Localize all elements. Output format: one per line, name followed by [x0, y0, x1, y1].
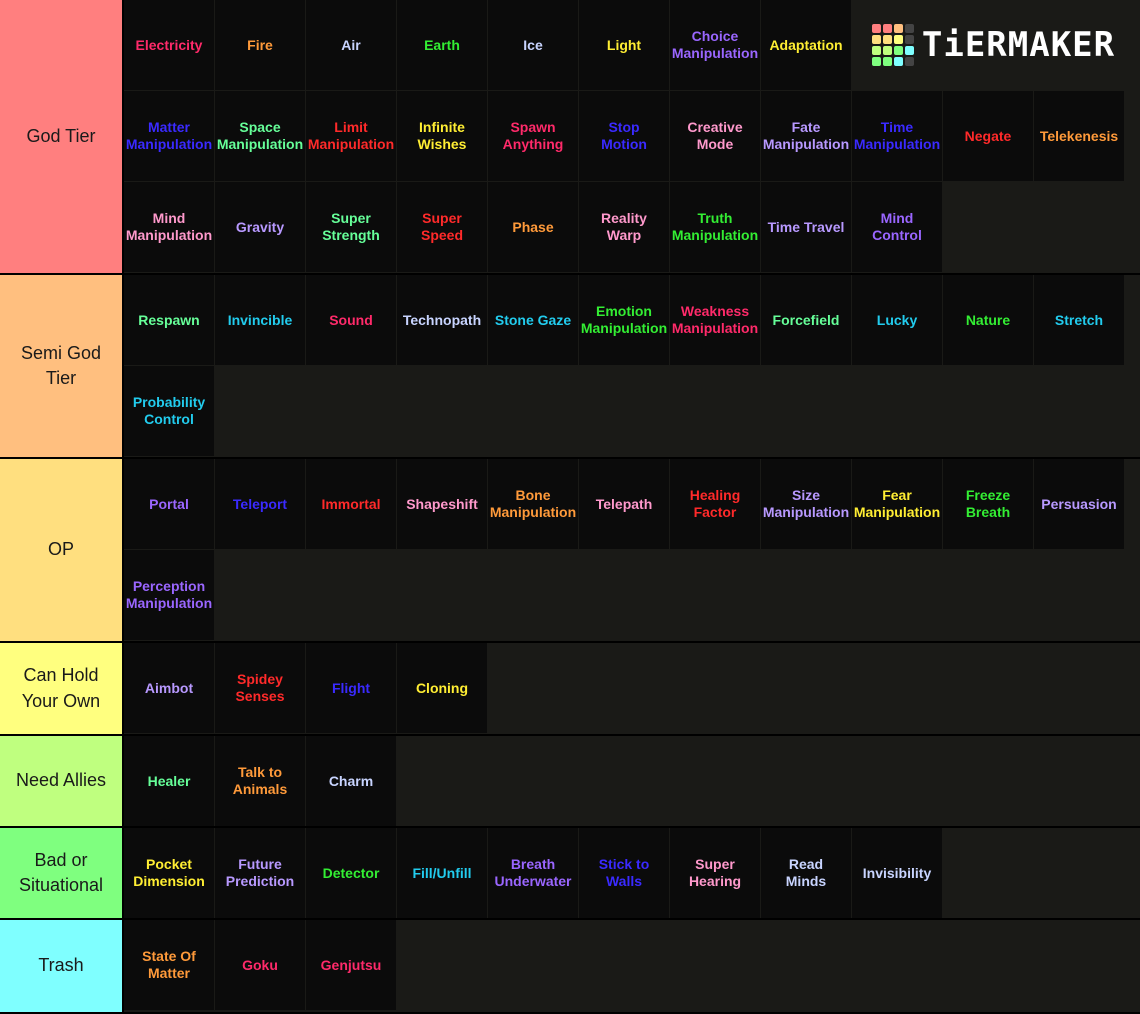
tier-item[interactable]: Invincible: [215, 275, 305, 365]
tier-item[interactable]: Perception Manipulation: [124, 550, 214, 640]
tier-item[interactable]: Technopath: [397, 275, 487, 365]
tier-item[interactable]: Read Minds: [761, 828, 851, 918]
tier-row: Bad or Situational Pocket Dimension Future…: [0, 828, 1140, 920]
tier-item[interactable]: Talk to Animals: [215, 736, 305, 826]
tier-item[interactable]: Freeze Breath: [943, 459, 1033, 549]
tier-item[interactable]: Truth Manipulation: [670, 182, 760, 272]
tier-item[interactable]: Respawn: [124, 275, 214, 365]
tier-item[interactable]: Air: [306, 0, 396, 90]
tier-item[interactable]: Negate: [943, 91, 1033, 181]
tier-label[interactable]: OP: [0, 459, 124, 641]
tier-item[interactable]: Future Prediction: [215, 828, 305, 918]
tier-item[interactable]: Goku: [215, 920, 305, 1010]
tier-item[interactable]: Bone Manipulation: [488, 459, 578, 549]
tier-item[interactable]: Aimbot: [124, 643, 214, 733]
tier-item[interactable]: Ice: [488, 0, 578, 90]
tier-item[interactable]: Gravity: [215, 182, 305, 272]
tier-row: Need Allies Healer Talk to Animals Charm: [0, 736, 1140, 828]
tier-item[interactable]: Stone Gaze: [488, 275, 578, 365]
tier-item[interactable]: Fate Manipulation: [761, 91, 851, 181]
tier-item[interactable]: Detector: [306, 828, 396, 918]
tier-item[interactable]: Emotion Manipulation: [579, 275, 669, 365]
tier-item[interactable]: Sound: [306, 275, 396, 365]
tier-item[interactable]: Breath Underwater: [488, 828, 578, 918]
tier-item[interactable]: Pocket Dimension: [124, 828, 214, 918]
tier-item[interactable]: Persuasion: [1034, 459, 1124, 549]
tier-item[interactable]: Forcefield: [761, 275, 851, 365]
tier-label[interactable]: God Tier: [0, 0, 124, 273]
tier-item[interactable]: Fill/Unfill: [397, 828, 487, 918]
logo-text: TiERMAKER: [921, 25, 1116, 65]
tier-item[interactable]: Healer: [124, 736, 214, 826]
tier-item[interactable]: Fire: [215, 0, 305, 90]
tier-label[interactable]: Trash: [0, 920, 124, 1012]
tier-label[interactable]: Need Allies: [0, 736, 124, 826]
tier-items-container: Healer Talk to Animals Charm: [124, 736, 1140, 826]
tier-item[interactable]: Weakness Manipulation: [670, 275, 760, 365]
tier-item[interactable]: Space Manipulation: [215, 91, 305, 181]
tier-item[interactable]: Spawn Anything: [488, 91, 578, 181]
tier-item[interactable]: Stretch: [1034, 275, 1124, 365]
tier-item[interactable]: Mind Control: [852, 182, 942, 272]
tier-item[interactable]: Size Manipulation: [761, 459, 851, 549]
tier-item[interactable]: Immortal: [306, 459, 396, 549]
tier-item[interactable]: Time Travel: [761, 182, 851, 272]
tier-row: Can Hold Your Own Aimbot Spidey Senses Flig…: [0, 643, 1140, 736]
tier-item[interactable]: Spidey Senses: [215, 643, 305, 733]
tier-items-container: Portal Teleport Immortal Shapeshift Bone Man…: [124, 459, 1140, 641]
tier-row: Semi God Tier Respawn Invincible Sound Techn…: [0, 275, 1140, 459]
tier-item[interactable]: Nature: [943, 275, 1033, 365]
tier-item[interactable]: Mind Manipulation: [124, 182, 214, 272]
tier-item[interactable]: Stick to Walls: [579, 828, 669, 918]
tier-item[interactable]: Cloning: [397, 643, 487, 733]
tier-item[interactable]: Portal: [124, 459, 214, 549]
tier-item[interactable]: Super Strength: [306, 182, 396, 272]
tier-item[interactable]: Telekenesis: [1034, 91, 1124, 181]
tier-item[interactable]: Reality Warp: [579, 182, 669, 272]
tier-label[interactable]: Bad or Situational: [0, 828, 124, 918]
tier-items-container: Aimbot Spidey Senses Flight Cloning: [124, 643, 1140, 734]
tier-item[interactable]: Choice Manipulation: [670, 0, 760, 90]
tier-row: OP Portal Teleport Immortal Shapeshift Bone M…: [0, 459, 1140, 643]
tier-item[interactable]: Flight: [306, 643, 396, 733]
tier-row: God Tier Electricity Fire Air Earth Ice Light C…: [0, 0, 1140, 275]
tier-item[interactable]: Matter Manipulation: [124, 91, 214, 181]
tier-item[interactable]: Invisibility: [852, 828, 942, 918]
tier-item[interactable]: Genjutsu: [306, 920, 396, 1010]
tier-label[interactable]: Can Hold Your Own: [0, 643, 124, 734]
tier-item[interactable]: Electricity: [124, 0, 214, 90]
tier-item[interactable]: Telepath: [579, 459, 669, 549]
tier-item[interactable]: State Of Matter: [124, 920, 214, 1010]
tier-item[interactable]: Adaptation: [761, 0, 851, 90]
tier-items-container: State Of Matter Goku Genjutsu: [124, 920, 1140, 1012]
tier-item[interactable]: Time Manipulation: [852, 91, 942, 181]
tier-item[interactable]: Limit Manipulation: [306, 91, 396, 181]
tier-item[interactable]: Super Hearing: [670, 828, 760, 918]
tier-item[interactable]: Super Speed: [397, 182, 487, 272]
tier-item[interactable]: Earth: [397, 0, 487, 90]
tier-item[interactable]: Healing Factor: [670, 459, 760, 549]
tier-row: Trash State Of Matter Goku Genjutsu: [0, 920, 1140, 1014]
tier-label[interactable]: Semi God Tier: [0, 275, 124, 457]
tier-item[interactable]: Creative Mode: [670, 91, 760, 181]
tier-item[interactable]: Probability Control: [124, 366, 214, 456]
tier-item[interactable]: Stop Motion: [579, 91, 669, 181]
tier-item[interactable]: Infinite Wishes: [397, 91, 487, 181]
tier-items-container: Pocket Dimension Future Prediction Detecto…: [124, 828, 1140, 918]
tier-item[interactable]: Phase: [488, 182, 578, 272]
tier-item[interactable]: Teleport: [215, 459, 305, 549]
tier-item[interactable]: Light: [579, 0, 669, 90]
tier-items-container: Electricity Fire Air Earth Ice Light Choice Ma…: [124, 0, 1140, 273]
tier-item[interactable]: Charm: [306, 736, 396, 826]
tier-items-container: Respawn Invincible Sound Technopath Stone Ga…: [124, 275, 1140, 457]
tiermaker-logo: TiERMAKER: [852, 0, 1135, 90]
tiermaker-grid-icon: [871, 24, 914, 66]
tier-item[interactable]: Lucky: [852, 275, 942, 365]
tier-item[interactable]: Fear Manipulation: [852, 459, 942, 549]
tier-item[interactable]: Shapeshift: [397, 459, 487, 549]
